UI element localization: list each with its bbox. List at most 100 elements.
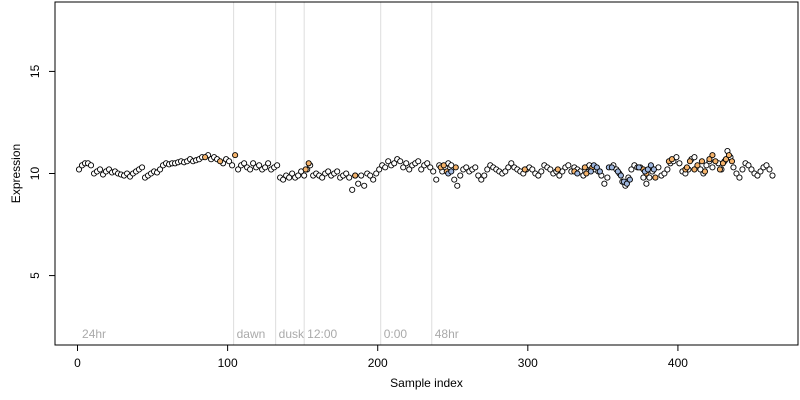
data-point-white bbox=[628, 166, 635, 173]
data-point-white bbox=[748, 166, 755, 173]
data-point-white bbox=[454, 182, 461, 189]
reference-label: dusk bbox=[279, 327, 305, 341]
data-point-blue bbox=[608, 164, 615, 171]
reference-label: 0:00 bbox=[384, 327, 408, 341]
x-axis: 0 100 200 300 400 bbox=[74, 344, 688, 370]
data-point-orange bbox=[698, 158, 705, 165]
data-point-white bbox=[733, 170, 740, 177]
data-point-blue bbox=[593, 164, 600, 171]
data-point-white bbox=[730, 164, 737, 171]
data-point-white bbox=[766, 166, 773, 173]
data-point-orange bbox=[217, 158, 224, 165]
data-point-orange bbox=[706, 156, 713, 163]
data-point-white bbox=[367, 172, 374, 179]
data-point-white bbox=[382, 164, 389, 171]
data-point-white bbox=[87, 162, 95, 169]
data-point-white bbox=[763, 162, 770, 169]
data-point-orange bbox=[521, 166, 528, 173]
data-point-white bbox=[538, 168, 545, 175]
data-point-white bbox=[451, 176, 458, 183]
data-point-white bbox=[343, 170, 350, 177]
data-point-blue bbox=[635, 164, 642, 171]
data-point-orange bbox=[452, 164, 459, 171]
data-point-white bbox=[703, 162, 710, 169]
data-point-white bbox=[289, 170, 296, 177]
data-point-blue bbox=[448, 168, 455, 175]
data-point-orange bbox=[202, 154, 209, 161]
data-point-white bbox=[676, 160, 683, 167]
data-point-orange bbox=[305, 160, 312, 167]
data-point-orange bbox=[728, 158, 736, 165]
data-point-orange bbox=[691, 166, 698, 173]
data-point-white bbox=[547, 166, 554, 173]
data-point-blue bbox=[617, 172, 624, 179]
y-tick-label: 15 bbox=[28, 64, 42, 78]
data-point-white bbox=[472, 164, 479, 171]
data-point-white bbox=[475, 172, 482, 179]
data-point-orange bbox=[722, 156, 730, 163]
data-point-blue bbox=[596, 168, 603, 175]
data-point-white bbox=[535, 172, 542, 179]
data-point-white bbox=[508, 160, 515, 167]
data-point-white bbox=[754, 172, 761, 179]
data-point-white bbox=[757, 168, 764, 175]
y-tick-label: 5 bbox=[28, 272, 42, 279]
y-tick-label: 10 bbox=[28, 167, 42, 181]
data-point-orange bbox=[709, 152, 716, 159]
data-point-orange bbox=[725, 152, 733, 159]
x-tick-label: 400 bbox=[668, 356, 688, 370]
data-point-white bbox=[286, 174, 293, 181]
data-point-white bbox=[349, 186, 356, 193]
data-point-white bbox=[400, 164, 407, 171]
data-point-white bbox=[361, 182, 368, 189]
data-point-white bbox=[661, 170, 668, 177]
data-point-white bbox=[736, 174, 743, 181]
data-point-white bbox=[397, 158, 404, 165]
data-point-blue bbox=[644, 166, 651, 173]
data-point-white bbox=[139, 164, 146, 171]
data-point-white bbox=[403, 160, 410, 167]
reference-label: 48hr bbox=[435, 327, 459, 341]
data-point-white bbox=[481, 172, 488, 179]
x-tick-label: 100 bbox=[218, 356, 238, 370]
data-point-white bbox=[529, 166, 536, 173]
data-point-blue bbox=[574, 170, 581, 177]
data-point-white bbox=[346, 174, 353, 181]
data-point-white bbox=[235, 166, 242, 173]
reference-label: dawn bbox=[237, 327, 266, 341]
data-point-white bbox=[280, 176, 287, 183]
data-point-blue bbox=[626, 176, 633, 183]
data-point-white bbox=[664, 166, 671, 173]
data-point-white bbox=[265, 160, 272, 167]
data-point-white bbox=[424, 160, 431, 167]
data-point-white bbox=[418, 166, 425, 173]
data-point-white bbox=[358, 172, 365, 179]
data-points bbox=[75, 147, 776, 193]
data-point-white bbox=[250, 160, 257, 167]
data-point-white bbox=[334, 168, 341, 175]
y-axis-label: Expression bbox=[9, 144, 23, 203]
data-point-white bbox=[502, 168, 509, 175]
data-point-white bbox=[406, 166, 413, 173]
data-point-white bbox=[75, 166, 83, 173]
data-point-orange bbox=[652, 174, 659, 181]
data-point-blue bbox=[647, 162, 654, 169]
data-point-white bbox=[355, 180, 362, 187]
data-point-blue bbox=[587, 168, 594, 175]
x-tick-label: 0 bbox=[74, 356, 81, 370]
data-point-orange bbox=[668, 156, 675, 163]
x-tick-label: 200 bbox=[368, 356, 388, 370]
data-point-orange bbox=[686, 158, 693, 165]
data-point-white bbox=[691, 154, 698, 161]
data-point-orange bbox=[701, 168, 708, 175]
x-tick-label: 300 bbox=[518, 356, 538, 370]
reference-label: 12:00 bbox=[307, 327, 337, 341]
data-point-blue bbox=[623, 180, 630, 187]
data-point-white bbox=[325, 168, 332, 175]
data-point-orange bbox=[581, 164, 588, 171]
data-point-white bbox=[262, 164, 269, 171]
data-point-blue bbox=[650, 166, 657, 173]
data-point-orange bbox=[683, 164, 690, 171]
